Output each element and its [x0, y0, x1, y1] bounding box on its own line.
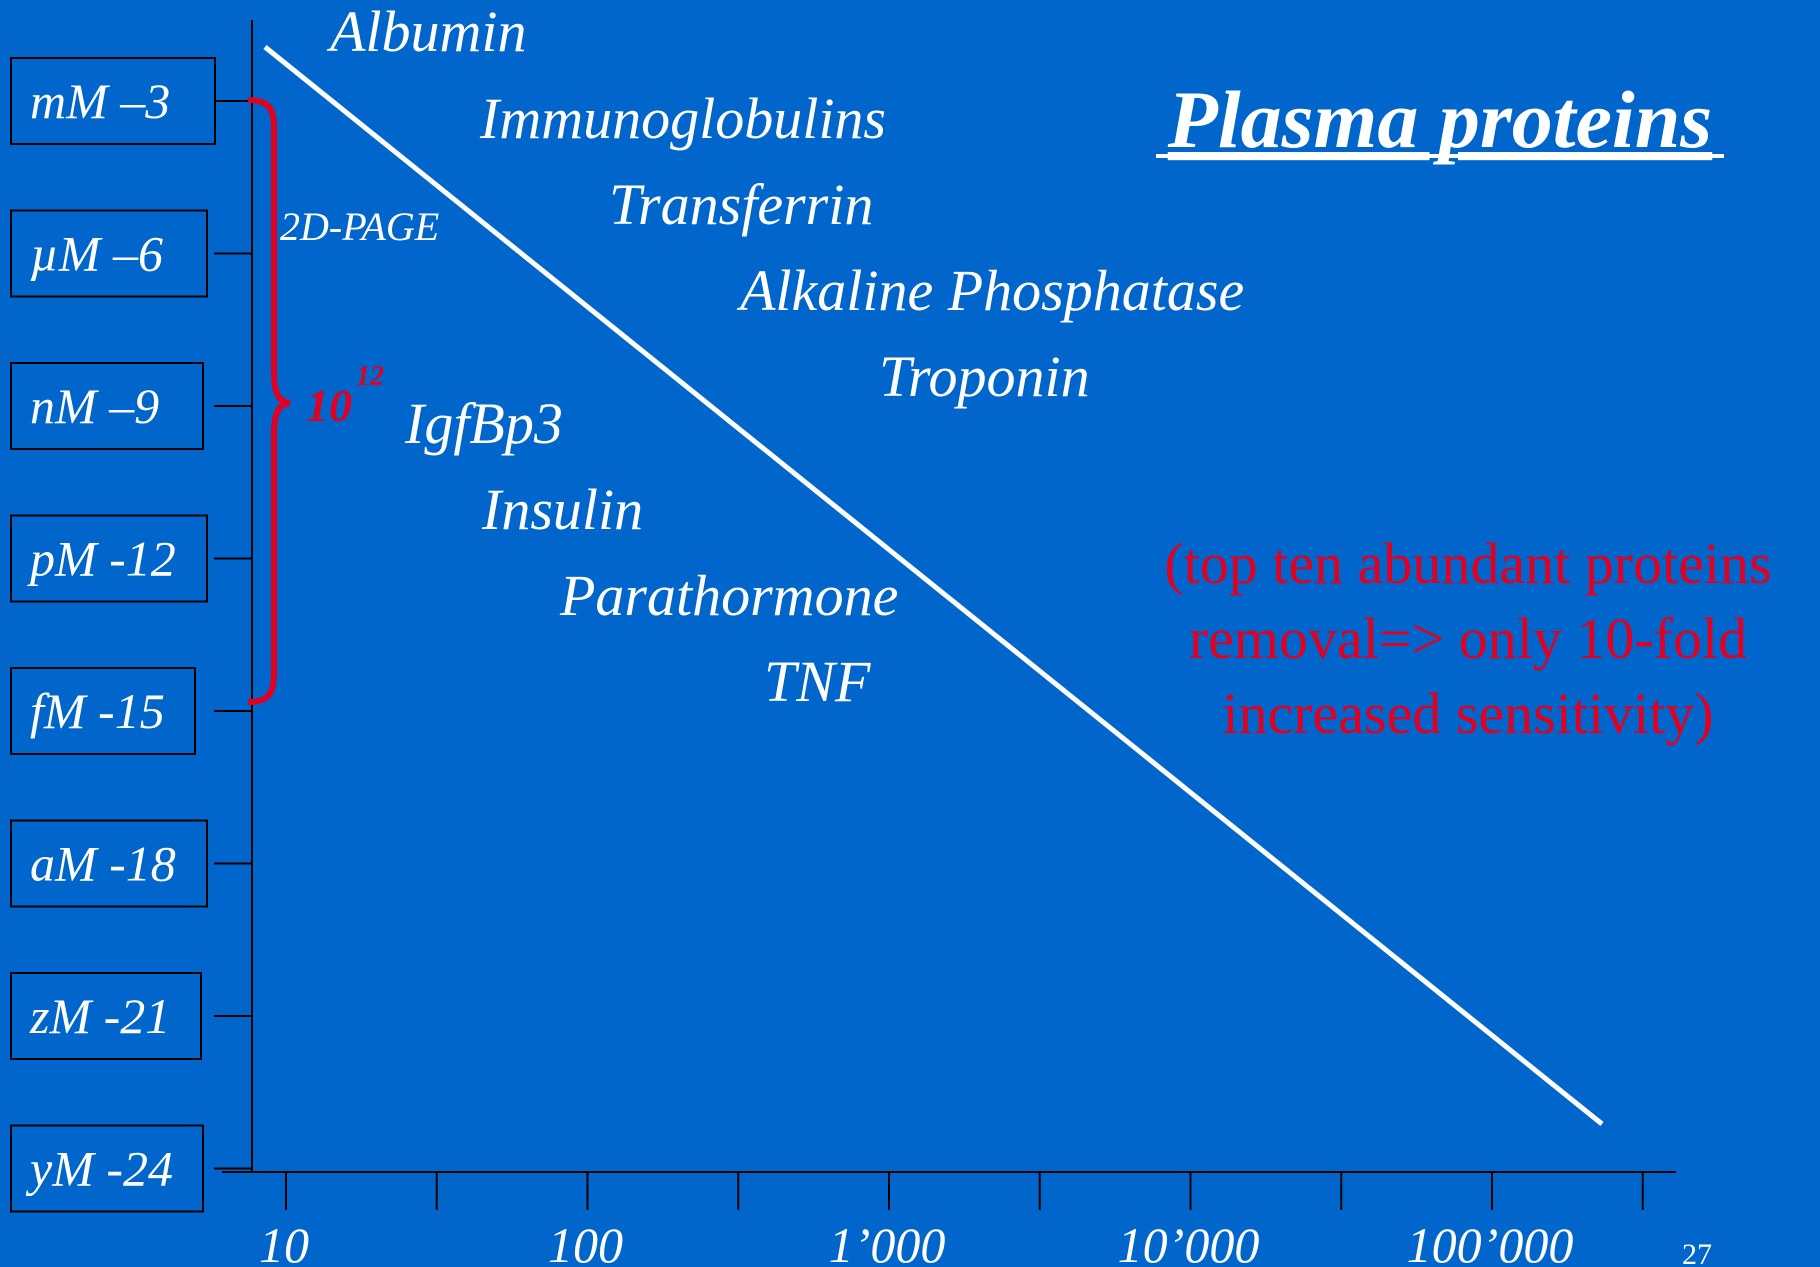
protein-label: TNF: [764, 649, 871, 714]
x-axis-label: 10: [259, 1217, 309, 1267]
y-axis-label-box: [10, 209, 208, 298]
y-axis-label: fM -15: [30, 683, 165, 739]
y-axis-label: nM –9: [30, 378, 159, 434]
abundance-line: [263, 45, 1604, 1126]
method-label: 2D-PAGE: [280, 204, 439, 249]
protein-label: Albumin: [326, 0, 527, 64]
note-line: removal=> only 10-fold: [1189, 606, 1747, 671]
y-axis-label: zM -21: [29, 988, 170, 1044]
y-axis-label-box: [10, 514, 208, 603]
protein-label: Immunoglobulins: [479, 86, 886, 151]
protein-label: Transferrin: [609, 172, 873, 237]
protein-label: IgfBp3: [404, 391, 563, 456]
y-axis-label-box: [10, 362, 204, 450]
x-axis-label: 100’000: [1407, 1217, 1574, 1267]
protein-label: Insulin: [481, 477, 643, 542]
y-axis-label-box: [10, 972, 202, 1060]
x-axis-label: 10’000: [1118, 1217, 1260, 1267]
y-axis-label: aM -18: [30, 836, 176, 892]
y-axis-labels: mM –3 µM –6 nM –9 pM -12 fM -15 aM -18 zM -21 y…: [10, 57, 252, 1213]
range-bracket: [247, 97, 291, 705]
y-axis-label-box: [10, 57, 216, 145]
protein-label: Troponin: [879, 344, 1090, 409]
slide-title: Plasma proteins: [1167, 74, 1712, 165]
y-axis-label: yM -24: [25, 1141, 173, 1197]
protein-labels: Albumin Immunoglobulins Transferrin Alka…: [326, 0, 1244, 714]
dynamic-range-base: 10: [306, 380, 352, 431]
dynamic-range-exponent: 12: [356, 361, 384, 392]
y-axis-label: mM –3: [30, 73, 170, 129]
y-axis-label-box: [10, 819, 208, 908]
note-line: increased sensitivity): [1222, 681, 1713, 746]
y-axis-label: pM -12: [27, 531, 176, 587]
dynamic-range: 1012: [306, 361, 384, 431]
slide-number: 27: [1682, 1238, 1712, 1267]
protein-label: Alkaline Phosphatase: [736, 258, 1244, 323]
y-axis-label-box: [10, 1124, 204, 1213]
note-line: (top ten abundant proteins: [1164, 531, 1771, 596]
x-axis-labels: 10 100 1’000 10’000 100’000: [259, 1172, 1644, 1267]
x-axis-label: 100: [548, 1217, 623, 1267]
y-axis-label: µM –6: [30, 226, 163, 282]
protein-label: Parathormone: [559, 563, 898, 628]
x-axis-label: 1’000: [829, 1217, 946, 1267]
y-axis-label-box: [10, 667, 196, 755]
depletion-note: (top ten abundant proteins removal=> onl…: [1164, 531, 1771, 746]
